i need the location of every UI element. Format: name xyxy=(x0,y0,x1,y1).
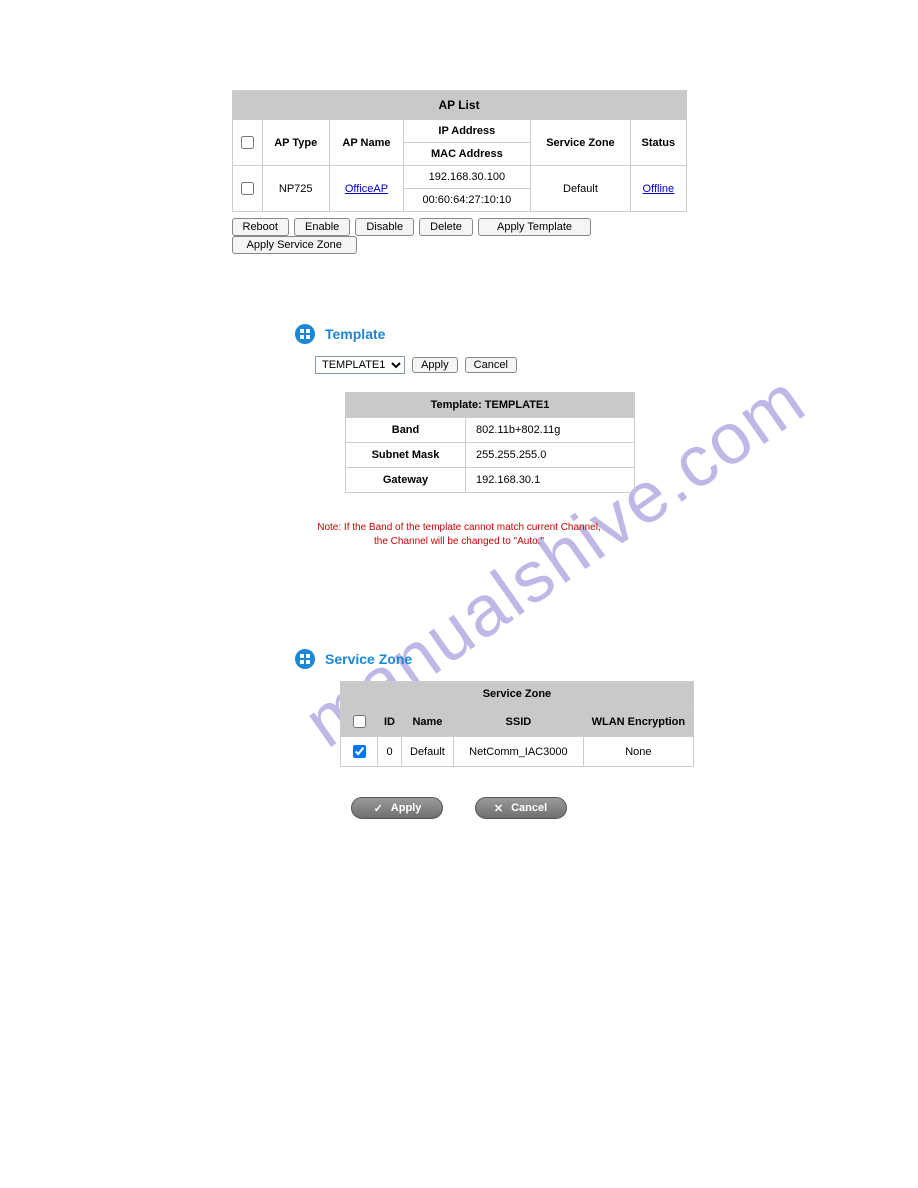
template-details-title: Template: TEMPLATE1 xyxy=(346,393,635,418)
row-checkbox[interactable] xyxy=(241,182,254,195)
ap-list-table: AP List AP Type AP Name IP Address Servi… xyxy=(232,90,687,212)
gateway-value: 192.168.30.1 xyxy=(466,468,635,493)
template-select[interactable]: TEMPLATE1 xyxy=(315,356,405,374)
template-apply-button[interactable]: Apply xyxy=(412,357,458,373)
col-mac: MAC Address xyxy=(404,143,531,166)
sz-title: Service Zone xyxy=(341,682,694,707)
sz-checkbox-header xyxy=(341,707,378,737)
band-label: Band xyxy=(346,418,466,443)
ap-name-link[interactable]: OfficeAP xyxy=(345,183,388,195)
cell-zone: Default xyxy=(530,166,630,212)
status-link[interactable]: Offline xyxy=(643,183,675,195)
close-icon: ✕ xyxy=(494,802,503,815)
apply-pill-button[interactable]: ✓ Apply xyxy=(351,797,443,819)
ap-list-checkbox-header xyxy=(232,120,262,166)
sz-col-enc: WLAN Encryption xyxy=(583,707,693,737)
band-value: 802.11b+802.11g xyxy=(466,418,635,443)
disable-button[interactable]: Disable xyxy=(355,218,414,236)
service-zone-section-header: Service Zone xyxy=(295,649,918,669)
sz-cell-ssid: NetComm_IAC3000 xyxy=(453,737,583,767)
template-details-table: Template: TEMPLATE1 Band 802.11b+802.11g… xyxy=(345,392,635,493)
sz-col-name: Name xyxy=(402,707,454,737)
template-cancel-button[interactable]: Cancel xyxy=(465,357,517,373)
template-section-header: Template xyxy=(295,324,918,344)
service-zone-table: Service Zone ID Name SSID WLAN Encryptio… xyxy=(340,681,694,767)
gateway-label: Gateway xyxy=(346,468,466,493)
sz-row: 0 Default NetComm_IAC3000 None xyxy=(341,737,694,767)
enable-button[interactable]: Enable xyxy=(294,218,350,236)
apply-template-button[interactable]: Apply Template xyxy=(478,218,591,236)
template-note: Note: If the Band of the template cannot… xyxy=(0,521,918,549)
ap-list-row: NP725 OfficeAP 192.168.30.100 Default Of… xyxy=(232,166,686,189)
cell-ip: 192.168.30.100 xyxy=(404,166,531,189)
cell-ap-type: NP725 xyxy=(262,166,329,212)
col-ap-type: AP Type xyxy=(262,120,329,166)
sz-row-checkbox[interactable] xyxy=(353,745,366,758)
select-all-checkbox[interactable] xyxy=(241,136,254,149)
template-control-row: TEMPLATE1 Apply Cancel xyxy=(315,356,918,374)
delete-button[interactable]: Delete xyxy=(419,218,473,236)
service-zone-icon xyxy=(295,649,315,669)
sz-col-ssid: SSID xyxy=(453,707,583,737)
ap-list-button-row: Reboot Enable Disable Delete Apply Templ… xyxy=(232,218,687,254)
subnet-label: Subnet Mask xyxy=(346,443,466,468)
pill-button-row: ✓ Apply ✕ Cancel xyxy=(0,797,918,819)
sz-select-all-checkbox[interactable] xyxy=(353,715,366,728)
sz-col-id: ID xyxy=(378,707,402,737)
col-ap-name: AP Name xyxy=(329,120,403,166)
col-ip: IP Address xyxy=(404,120,531,143)
col-status: Status xyxy=(631,120,686,166)
template-icon xyxy=(295,324,315,344)
cell-mac: 00:60:64:27:10:10 xyxy=(404,189,531,212)
col-zone: Service Zone xyxy=(530,120,630,166)
apply-service-zone-button[interactable]: Apply Service Zone xyxy=(232,236,357,254)
reboot-button[interactable]: Reboot xyxy=(232,218,289,236)
subnet-value: 255.255.255.0 xyxy=(466,443,635,468)
sz-cell-name: Default xyxy=(402,737,454,767)
ap-list-title: AP List xyxy=(232,91,686,120)
sz-cell-enc: None xyxy=(583,737,693,767)
template-heading: Template xyxy=(325,326,385,342)
service-zone-heading: Service Zone xyxy=(325,651,412,667)
cancel-pill-button[interactable]: ✕ Cancel xyxy=(475,797,567,819)
sz-cell-id: 0 xyxy=(378,737,402,767)
check-icon: ✓ xyxy=(374,802,383,815)
